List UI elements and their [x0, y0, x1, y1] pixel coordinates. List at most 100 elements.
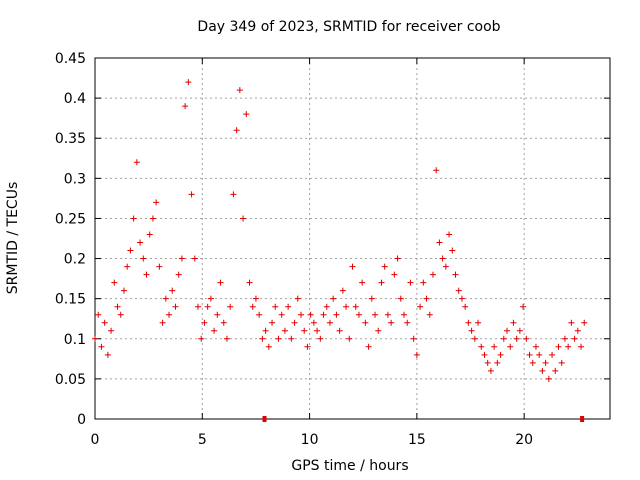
data-point [581, 319, 588, 326]
data-point [458, 295, 465, 302]
data-point [188, 191, 195, 198]
data-point [211, 327, 218, 334]
data-point [352, 303, 359, 310]
data-point [198, 335, 205, 342]
data-point [153, 199, 160, 206]
data-point [169, 287, 176, 294]
data-point [291, 319, 298, 326]
data-point [233, 127, 240, 134]
data-point [378, 279, 385, 286]
data-point [330, 295, 337, 302]
data-point [404, 319, 411, 326]
data-point [323, 303, 330, 310]
data-point [182, 103, 189, 110]
data-point [191, 255, 198, 262]
data-point [429, 271, 436, 278]
data-point [275, 335, 282, 342]
data-point [130, 215, 137, 222]
data-point [98, 343, 105, 350]
data-point [120, 287, 127, 294]
data-point [372, 311, 379, 318]
data-point [407, 279, 414, 286]
data-point [516, 327, 523, 334]
y-tick-label: 0.15 [55, 292, 86, 308]
data-point [259, 335, 266, 342]
data-point [484, 359, 491, 366]
data-point [504, 327, 510, 334]
x-axis-label: GPS time / hours [291, 458, 408, 474]
data-point [468, 327, 475, 334]
data-point [294, 295, 301, 302]
data-point [442, 263, 449, 270]
data-point [394, 255, 401, 262]
y-tick-label: 0.1 [64, 332, 86, 348]
data-point [359, 279, 366, 286]
data-point [413, 351, 420, 358]
x-tick-label: 20 [515, 432, 533, 448]
data-point [542, 359, 549, 366]
data-point [314, 327, 321, 334]
axis-marker [262, 416, 267, 422]
data-point [494, 359, 501, 366]
data-point [552, 367, 559, 374]
data-point [265, 343, 272, 350]
data-point [298, 311, 304, 318]
plot-frame [94, 57, 611, 420]
data-point [201, 319, 208, 326]
data-point [487, 367, 494, 374]
data-point [304, 343, 311, 350]
data-point [114, 303, 121, 310]
data-point [384, 311, 391, 318]
data-point [172, 303, 179, 310]
data-point [146, 231, 153, 238]
data-point [465, 319, 472, 326]
data-point [436, 239, 443, 246]
data-point [249, 303, 256, 310]
data-point [452, 271, 459, 278]
data-point [355, 311, 362, 318]
data-point [252, 295, 259, 302]
data-point [391, 271, 398, 278]
data-point [481, 351, 488, 358]
data-point [426, 311, 433, 318]
data-point [230, 191, 237, 198]
x-tick-label: 10 [301, 432, 319, 448]
data-point [143, 271, 150, 278]
data-point [307, 311, 314, 318]
data-point [95, 311, 102, 318]
data-point [368, 295, 375, 302]
ticks: 0 0.05 0.1 0.15 0.2 0.25 0.3 0.35 0.4 0.45 0 5 10 15 2… [55, 51, 610, 448]
data-point [104, 351, 111, 358]
data-point [204, 303, 211, 310]
data-point [478, 343, 485, 350]
data-point [423, 295, 430, 302]
y-axis-label: SRMTID / TECUs [5, 182, 21, 295]
data-point [320, 311, 327, 318]
data-point [246, 279, 253, 286]
data-point [410, 335, 417, 342]
data-point [420, 279, 427, 286]
data-point [375, 327, 382, 334]
data-point [108, 327, 115, 334]
data-point [207, 295, 214, 302]
data-point [497, 351, 504, 358]
data-point [149, 215, 156, 222]
data-point [272, 303, 279, 310]
data-point [529, 359, 536, 366]
data-point [526, 351, 533, 358]
data-point [101, 319, 108, 326]
y-tick-label: 0.25 [55, 211, 86, 227]
data-point [449, 247, 456, 254]
data-point [214, 311, 221, 318]
data-point [578, 343, 585, 350]
data-point [365, 343, 372, 350]
data-point [574, 327, 581, 334]
data-point [262, 327, 269, 334]
data-point [549, 351, 556, 358]
data-point [269, 319, 276, 326]
data-point [92, 335, 98, 342]
data-point [343, 303, 350, 310]
data-point [162, 295, 169, 302]
data-point [195, 303, 201, 310]
